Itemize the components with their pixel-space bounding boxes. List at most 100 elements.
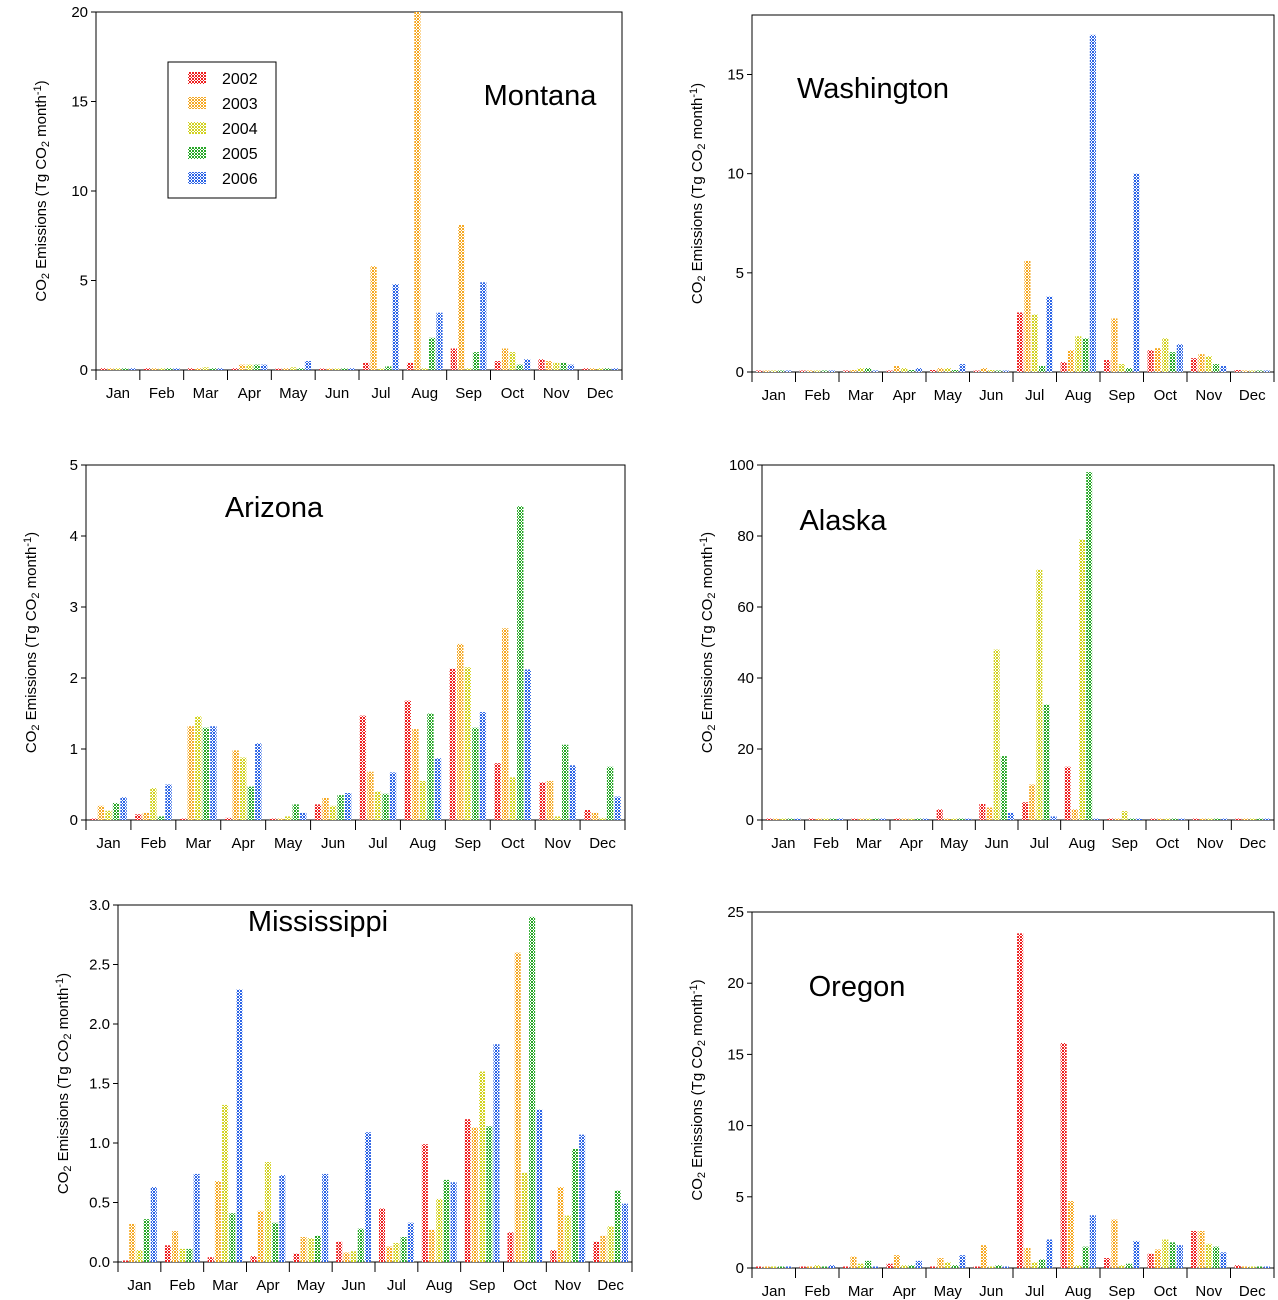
- bar-2002-aug: [406, 362, 414, 370]
- bar-2002-jun: [979, 804, 986, 820]
- x-tick-label-mar: Mar: [212, 1277, 238, 1294]
- bar-2002-jun: [314, 804, 322, 820]
- y-tick-label: 20: [71, 4, 88, 21]
- bar-2006-apr: [922, 818, 929, 820]
- bar-2004-sep: [464, 667, 471, 820]
- bar-2004-sep: [1121, 811, 1128, 820]
- bar-2005-aug: [1082, 1246, 1089, 1268]
- bar-2002-jan: [100, 368, 107, 370]
- bar-2005-jun: [1000, 756, 1007, 820]
- bar-2002-apr: [894, 818, 900, 820]
- bar-2004-sep: [1118, 1265, 1125, 1268]
- bar-2004-apr: [240, 757, 247, 820]
- x-tick-label-jun: Jun: [341, 1277, 365, 1294]
- x-tick-label-feb: Feb: [813, 835, 839, 852]
- bar-2003-aug: [1071, 809, 1078, 820]
- bar-2004-jun: [993, 649, 1000, 820]
- bar-2005-feb: [186, 1248, 193, 1262]
- y-tick-label: 2.5: [89, 957, 110, 974]
- bar-2002-apr: [886, 370, 893, 372]
- bar-2002-mar: [843, 1266, 850, 1268]
- bar-2006-aug: [1089, 1215, 1096, 1268]
- bar-2003-jan: [129, 1223, 136, 1262]
- bar-2003-may: [943, 818, 950, 820]
- bar-2002-oct: [1147, 350, 1154, 372]
- x-tick-label-jan: Jan: [127, 1277, 151, 1294]
- y-tick-label: 25: [727, 904, 744, 921]
- bar-2005-sep: [472, 727, 479, 820]
- x-tick-label-jul: Jul: [368, 835, 387, 852]
- bar-2002-jan: [90, 818, 97, 820]
- bar-2006-may: [300, 812, 307, 820]
- chart-title: Alaska: [799, 505, 887, 537]
- bar-2004-aug: [421, 368, 428, 370]
- x-tick-label-nov: Nov: [543, 385, 570, 402]
- bar-2004-nov: [564, 1215, 571, 1262]
- bar-2003-dec: [1241, 370, 1248, 372]
- bar-2005-oct: [529, 916, 536, 1262]
- y-tick-label: 2.0: [89, 1016, 110, 1033]
- legend-swatch-2004: [188, 122, 206, 134]
- bar-2004-jan: [136, 1250, 143, 1262]
- bar-2006-jan: [785, 1266, 792, 1268]
- bar-2004-aug: [1079, 539, 1085, 820]
- bar-2004-jan: [770, 370, 777, 372]
- bar-2006-dec: [611, 368, 618, 370]
- x-tick-label-mar: Mar: [185, 835, 211, 852]
- bar-2003-mar: [850, 370, 857, 372]
- y-tick-label: 100: [729, 457, 754, 474]
- bar-2004-nov: [553, 362, 560, 370]
- y-axis-label: CO2 Emissions (Tg CO2 month-1): [54, 973, 74, 1194]
- bar-2002-jan: [766, 818, 772, 820]
- bar-2005-mar: [202, 727, 210, 820]
- bar-2004-mar: [202, 367, 209, 370]
- y-axis-label: CO2 Emissions (Tg CO2 month-1): [698, 532, 718, 753]
- bar-2003-jan: [763, 370, 770, 372]
- bar-2002-jul: [1017, 312, 1024, 372]
- bar-2004-feb: [814, 1265, 821, 1268]
- bar-2002-dec: [593, 1241, 600, 1262]
- bar-2005-apr: [908, 1265, 915, 1268]
- bar-2005-oct: [517, 506, 524, 820]
- bar-2006-dec: [1264, 818, 1270, 820]
- bar-2005-oct: [1171, 818, 1178, 820]
- bar-2003-nov: [557, 1187, 564, 1262]
- bar-2003-feb: [151, 368, 158, 370]
- bar-2004-sep: [465, 368, 472, 370]
- bar-2002-mar: [187, 368, 194, 370]
- y-tick-label: 15: [727, 67, 744, 84]
- bar-2006-aug: [450, 1182, 457, 1262]
- y-tick-label: 1.5: [89, 1076, 110, 1093]
- chart-panel-arizona: 0 1 2 3 4 5 CO2 Emissions (Tg CO2 month-1) Jan F…: [22, 457, 626, 852]
- bar-2003-jul: [386, 1246, 393, 1262]
- bar-2004-oct: [1162, 1239, 1169, 1268]
- y-tick-label: 15: [71, 94, 88, 111]
- bar-2004-jun: [334, 368, 341, 370]
- bar-2003-jun: [986, 807, 993, 820]
- bar-2006-nov: [567, 364, 575, 370]
- bar-2005-jan: [122, 368, 129, 370]
- x-tick-label-apr: Apr: [900, 835, 923, 852]
- bar-2002-may: [930, 370, 937, 372]
- bar-2003-jul: [1024, 1248, 1031, 1268]
- bar-2004-apr: [246, 364, 253, 370]
- bar-2006-feb: [837, 818, 844, 820]
- bar-2005-nov: [1213, 1246, 1220, 1268]
- bar-2006-oct: [524, 359, 531, 370]
- x-tick-label-feb: Feb: [804, 1283, 830, 1300]
- bar-2004-may: [944, 368, 951, 372]
- bar-2002-feb: [143, 368, 151, 370]
- x-tick-label-apr: Apr: [256, 1277, 279, 1294]
- x-tick-label-aug: Aug: [411, 385, 438, 402]
- y-tick-label: 0: [70, 812, 78, 829]
- bar-2006-mar: [872, 1266, 879, 1268]
- bar-2004-jan: [780, 818, 787, 820]
- bar-2004-feb: [158, 368, 165, 370]
- bar-2005-oct: [1169, 352, 1176, 372]
- bar-2003-jan: [773, 818, 780, 820]
- bar-2002-mar: [180, 818, 187, 820]
- bar-2006-oct: [524, 669, 531, 820]
- y-tick-label: 4: [70, 528, 78, 545]
- y-tick-label: 10: [727, 1118, 744, 1135]
